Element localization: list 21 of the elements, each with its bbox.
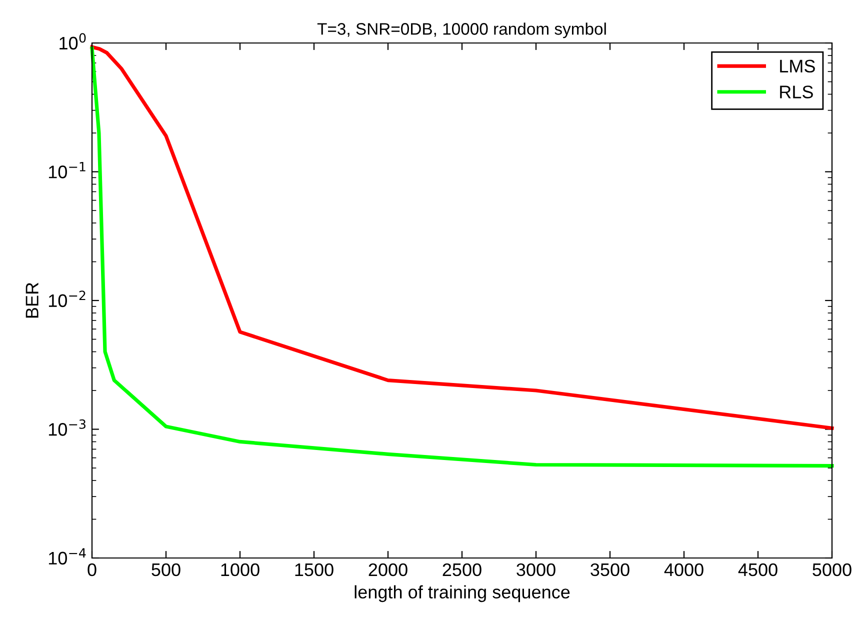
x-tick-label: 2500 [442,563,482,576]
x-tick-label: 500 [152,563,180,576]
legend-label: LMS [780,60,815,73]
chart-title: T=3, SNR=0DB, 10000 random symbol [317,22,606,38]
x-axis-title: length of training sequence [354,585,570,602]
x-tick-label: 2000 [368,563,408,576]
y-axis-title: BER [26,282,38,318]
y-tick-label: 10$^{0}$ [60,33,86,50]
y-tick-label: 10$^{−1}$ [48,162,86,178]
x-tick-label: 3000 [516,563,556,576]
x-tick-label: 4500 [738,563,778,576]
y-tick-label: 10$^{−2}$ [48,290,86,308]
x-tick-label: 3500 [590,563,630,576]
x-tick-label: 1000 [221,563,260,576]
x-tick-label: 5000 [812,563,852,576]
y-tick-label: 10$^{−4}$ [48,548,86,565]
x-tick-label: 0 [88,563,96,576]
legend-label: RLS [780,86,813,98]
x-tick-label: 1500 [295,563,334,576]
y-tick-label: 10$^{−3}$ [48,419,86,436]
x-tick-label: 4000 [664,563,704,576]
